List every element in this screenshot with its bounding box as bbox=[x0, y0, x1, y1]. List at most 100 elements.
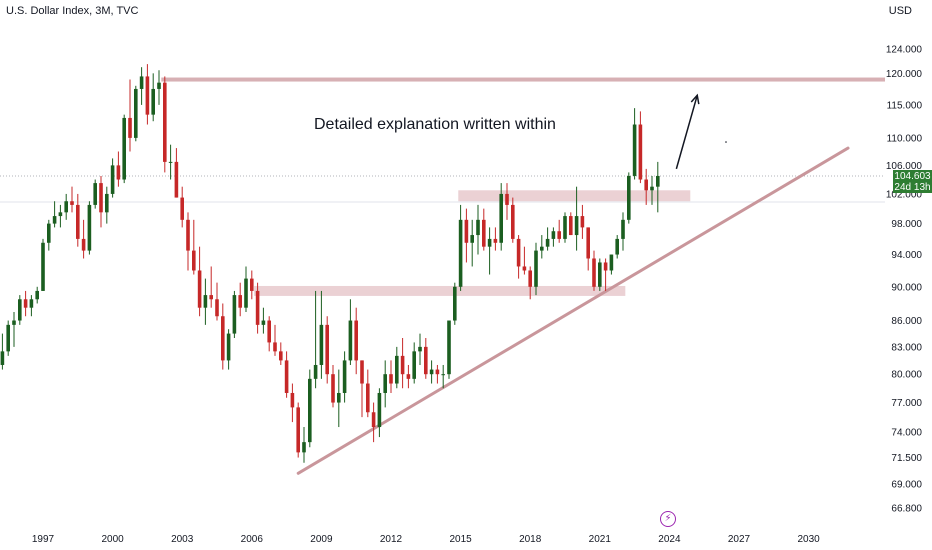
candle-body bbox=[499, 193, 503, 243]
x-tick-label: 2021 bbox=[589, 534, 612, 545]
candle-body bbox=[586, 227, 590, 259]
x-tick-label: 2009 bbox=[310, 534, 333, 545]
candle-body bbox=[52, 216, 57, 224]
candle-body bbox=[250, 278, 254, 291]
candle-body bbox=[331, 374, 335, 403]
candle-body bbox=[563, 216, 567, 239]
candle-body bbox=[232, 295, 237, 334]
y-tick-label: 69.000 bbox=[891, 479, 922, 490]
candle-body bbox=[226, 333, 231, 361]
arrow-head bbox=[690, 93, 700, 105]
candle-body bbox=[638, 124, 643, 180]
candle-body bbox=[487, 238, 492, 247]
candle-body bbox=[429, 369, 434, 375]
candle-body bbox=[418, 346, 422, 352]
x-tick-label: 2000 bbox=[101, 534, 124, 545]
candle-body bbox=[12, 320, 16, 325]
candle-body bbox=[122, 117, 126, 180]
candle-body bbox=[18, 299, 22, 321]
candle-body bbox=[279, 351, 283, 361]
resistance-line bbox=[161, 77, 885, 82]
trendline bbox=[296, 146, 850, 475]
candle-body bbox=[522, 266, 527, 271]
x-tick-label: 2030 bbox=[797, 534, 820, 545]
candle-body bbox=[458, 219, 463, 287]
x-tick-label: 1997 bbox=[32, 534, 55, 545]
candle-body bbox=[389, 374, 393, 384]
candle-body bbox=[23, 299, 28, 308]
candle-body bbox=[267, 320, 271, 343]
candle-body bbox=[93, 183, 97, 205]
candle-body bbox=[580, 216, 585, 228]
candle-body bbox=[464, 219, 469, 243]
candle-body bbox=[337, 392, 341, 403]
candle-body bbox=[58, 212, 63, 217]
candle-body bbox=[574, 216, 579, 236]
candle-body bbox=[35, 290, 39, 300]
x-tick-label: 2024 bbox=[658, 534, 681, 545]
arrow-shaft bbox=[675, 95, 698, 170]
annotation-text: Detailed explanation written within bbox=[314, 116, 556, 133]
x-tick-label: 2027 bbox=[728, 534, 751, 545]
candle-body bbox=[325, 324, 329, 375]
candle-body bbox=[128, 117, 132, 138]
candle-body bbox=[592, 258, 596, 287]
candle-body bbox=[632, 124, 637, 176]
candle-body bbox=[105, 193, 109, 213]
candle-body bbox=[366, 383, 370, 413]
candle-body bbox=[621, 219, 625, 239]
candle-body bbox=[47, 223, 51, 243]
candle-body bbox=[656, 175, 660, 187]
trendline-group bbox=[296, 146, 850, 475]
small-dot-annotation bbox=[725, 141, 727, 143]
candle-body bbox=[174, 161, 179, 198]
y-tick-label: 86.000 bbox=[891, 316, 922, 327]
candle-body bbox=[476, 219, 480, 236]
y-axis[interactable]: 124.000 120.000 115.000 110.000 106.000 102.0… bbox=[886, 45, 923, 515]
candle-body bbox=[41, 242, 45, 291]
candle-body bbox=[441, 374, 445, 376]
candle-body bbox=[151, 88, 155, 115]
candle-body bbox=[511, 204, 515, 239]
candle-body bbox=[116, 165, 121, 180]
candle-body bbox=[615, 238, 619, 255]
y-tick-label: 102.000 bbox=[886, 189, 923, 200]
candle-body bbox=[412, 351, 416, 379]
candle-body bbox=[447, 320, 451, 375]
candle-body bbox=[284, 360, 289, 393]
x-tick-label: 2003 bbox=[171, 534, 194, 545]
candle-body bbox=[29, 299, 34, 308]
candle-body bbox=[64, 201, 68, 213]
lightning-icon[interactable]: ⚡ bbox=[660, 511, 676, 527]
candle-body bbox=[644, 179, 648, 191]
candle-body bbox=[87, 204, 92, 251]
candle-body bbox=[360, 360, 364, 384]
candle-body bbox=[540, 246, 544, 251]
y-tick-label: 71.500 bbox=[891, 453, 922, 464]
candle-body bbox=[203, 295, 208, 308]
candle-body bbox=[470, 235, 474, 243]
candle-body bbox=[354, 320, 358, 361]
candle-body bbox=[609, 254, 614, 271]
candle-body bbox=[290, 392, 295, 408]
y-tick-label: 77.000 bbox=[891, 398, 922, 409]
candle-body bbox=[110, 165, 115, 194]
candle-body bbox=[424, 346, 428, 375]
candlestick-series bbox=[0, 64, 660, 463]
x-axis[interactable]: 1997 2000 2003 2006 2009 2012 2015 2018 2021 2024… bbox=[32, 534, 820, 545]
candle-body bbox=[296, 407, 300, 453]
candle-body bbox=[134, 88, 138, 138]
candle-body bbox=[371, 412, 376, 428]
candle-body bbox=[557, 231, 561, 239]
candle-body bbox=[598, 262, 602, 287]
candle-body bbox=[209, 295, 213, 300]
y-tick-label: 74.000 bbox=[891, 428, 922, 439]
candle-body bbox=[650, 186, 654, 191]
candle-body bbox=[528, 270, 532, 287]
candle-body bbox=[163, 82, 167, 162]
y-tick-label: 106.000 bbox=[886, 161, 923, 172]
candle-body bbox=[180, 197, 184, 220]
y-tick-label: 94.000 bbox=[891, 250, 922, 261]
candle-body bbox=[192, 250, 196, 271]
